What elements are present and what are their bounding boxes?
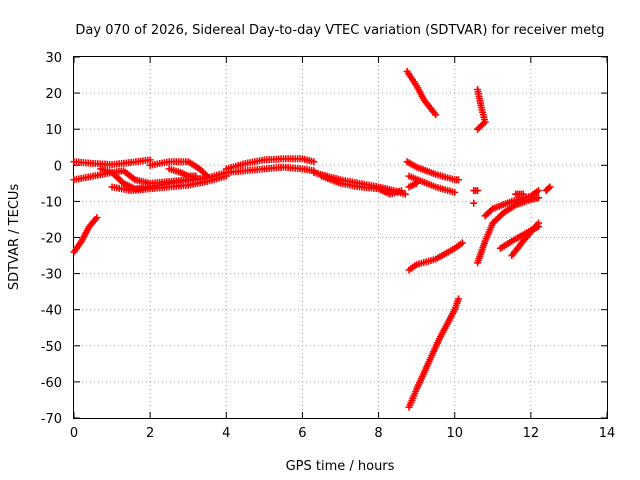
data-point-marker — [474, 125, 482, 133]
y-tick-label: -30 — [41, 268, 62, 283]
x-tick-label: 2 — [146, 426, 154, 441]
data-point-marker — [546, 183, 554, 191]
data-point-marker — [397, 187, 405, 195]
data-point-marker — [487, 206, 495, 214]
y-tick-label: -50 — [41, 340, 62, 355]
x-tick-label: 0 — [70, 426, 78, 441]
data-point-marker — [475, 124, 483, 132]
data-point-marker — [519, 190, 527, 198]
y-tick-label: 30 — [45, 51, 62, 66]
data-point-marker — [470, 199, 478, 207]
data-point-marker — [93, 214, 101, 222]
y-tick-label: -10 — [41, 195, 62, 210]
data-point-marker — [192, 172, 200, 180]
x-tick-label: 4 — [222, 426, 230, 441]
y-axis-label: SDTVAR / TECUs — [7, 184, 22, 291]
x-tick-label: 6 — [298, 426, 306, 441]
data-point-marker — [455, 176, 463, 184]
y-tick-label: -20 — [41, 232, 62, 247]
chart-title: Day 070 of 2026, Sidereal Day-to-day VTE… — [75, 23, 604, 38]
data-point-marker — [451, 188, 459, 196]
data-point-marker — [401, 190, 409, 198]
x-tick-label: 8 — [374, 426, 382, 441]
data-point-marker — [534, 187, 542, 195]
y-tick-label: -60 — [41, 376, 62, 391]
x-tick-labels: 0 2 4 6 8 10 12 14 — [70, 426, 615, 441]
data-point-marker — [455, 295, 463, 303]
y-tick-labels: 30 20 10 0 -10 -20 -30 -40 -50 -60 -70 — [41, 51, 62, 427]
data-point-marker — [203, 172, 211, 180]
data-point-marker — [458, 239, 466, 247]
y-tick-label: 0 — [54, 159, 62, 174]
plot-frame — [73, 56, 608, 419]
data-point-marker — [534, 194, 542, 202]
x-tick-label: 12 — [523, 426, 540, 441]
axis-ticks — [73, 56, 608, 419]
data-points — [70, 67, 554, 411]
data-point-marker — [534, 219, 542, 227]
y-tick-label: -40 — [41, 304, 62, 319]
x-tick-label: 14 — [599, 426, 616, 441]
x-tick-label: 10 — [446, 426, 463, 441]
x-axis-label: GPS time / hours — [286, 459, 395, 474]
y-tick-label: -70 — [41, 412, 62, 427]
data-point-marker — [310, 158, 318, 166]
y-tick-label: 20 — [45, 87, 62, 102]
data-point-marker — [545, 184, 553, 192]
y-tick-label: 10 — [45, 123, 62, 138]
data-point-marker — [432, 111, 440, 119]
data-point-marker — [202, 171, 210, 179]
data-point-marker — [474, 187, 482, 195]
